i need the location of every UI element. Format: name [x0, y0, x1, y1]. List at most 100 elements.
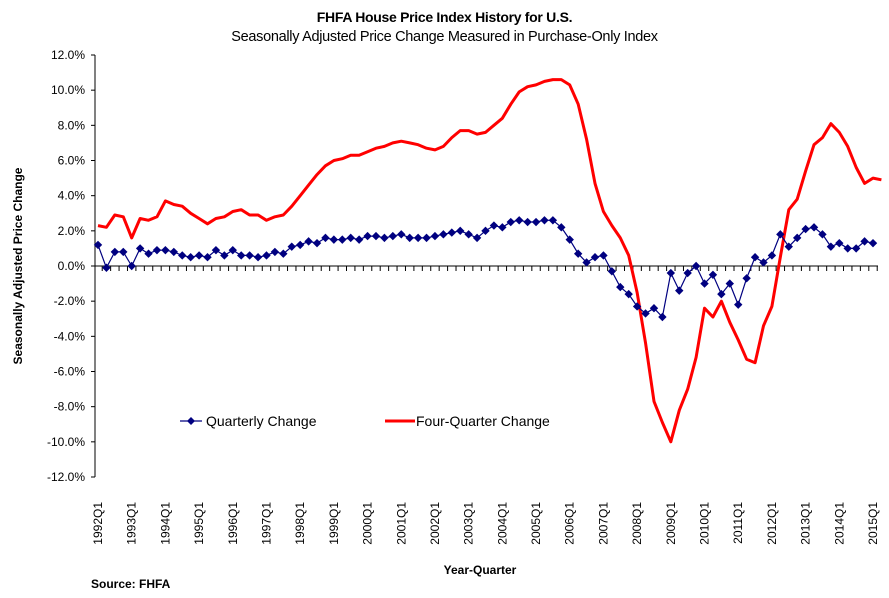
x-tick-label: 2004Q1	[495, 502, 509, 545]
x-tick-label: 2009Q1	[664, 502, 678, 545]
series-quarterly-point	[161, 245, 170, 255]
series-quarterly-point	[338, 235, 347, 244]
series-quarterly-point	[683, 268, 692, 278]
series-quarterly-point	[413, 233, 423, 243]
series-quarterly-point	[506, 217, 515, 227]
series-quarterly-point	[178, 251, 187, 260]
series-quarterly-point	[405, 233, 414, 243]
series-quarterly-point	[456, 226, 465, 236]
series-quarterly-point	[675, 286, 684, 295]
series-quarterly-point	[169, 247, 179, 257]
x-tick-label: 1999Q1	[327, 502, 341, 545]
chart-title: FHFA House Price Index History for U.S.	[316, 9, 573, 25]
series-quarterly-point	[616, 282, 625, 292]
series-quarterly-point	[734, 300, 743, 309]
series-quarterly-point	[818, 230, 827, 239]
series-quarterly-point	[422, 233, 431, 243]
series-quarterly-point	[295, 240, 305, 250]
series-quarterly-point	[860, 237, 869, 246]
series-quarterly-point	[439, 230, 448, 239]
series-quarterly-point	[321, 233, 330, 243]
series-quarterly-point	[582, 258, 591, 267]
series-quarterly-point	[262, 251, 271, 260]
legend-quarterly-label: Quarterly Change	[206, 413, 317, 429]
series-quarterly-point	[801, 224, 810, 234]
series-quarterly-point	[397, 230, 406, 239]
x-tick-label: 1996Q1	[226, 502, 240, 545]
series-quarterly-point	[691, 261, 701, 271]
series-quarterly-point	[750, 253, 760, 262]
legend-quarterly-marker	[187, 417, 195, 425]
series-quarterly-point	[826, 242, 836, 251]
y-tick-label: 0.0%	[58, 259, 86, 273]
legend-four-quarter-label: Four-Quarter Change	[416, 413, 550, 429]
series-quarterly-point	[792, 233, 802, 243]
chart-subtitle: Seasonally Adjusted Price Change Measure…	[231, 29, 658, 45]
x-tick-label: 1995Q1	[192, 502, 206, 545]
series-quarterly-point	[346, 233, 355, 243]
x-tick-label: 2013Q1	[799, 502, 813, 545]
x-tick-label: 2003Q1	[462, 502, 476, 545]
x-axis: 1992Q1 1993Q1 1994Q1 1995Q1 1996Q1 1997Q1 1998…	[91, 265, 880, 545]
series-quarterly-point	[464, 230, 473, 239]
series-quarterly-point	[540, 216, 549, 225]
x-tick-label: 2006Q1	[563, 502, 577, 545]
series-quarterly-point	[851, 244, 861, 253]
series-quarterly-point	[784, 242, 793, 251]
series-quarterly-point	[304, 237, 313, 246]
x-tick-label: 2007Q1	[596, 502, 610, 545]
legend-item-quarterly: Quarterly Change	[180, 413, 317, 429]
series-quarterly-point	[329, 235, 339, 244]
x-tick-label: 2001Q1	[394, 502, 408, 545]
y-tick-label: 2.0%	[58, 224, 86, 238]
series-quarterly-point	[110, 247, 120, 257]
series-quarterly-point	[194, 251, 204, 260]
y-tick-label: 10.0%	[51, 83, 85, 97]
series-quarterly-point	[607, 267, 617, 276]
series-quarterly-point	[776, 230, 785, 239]
y-tick-label: 8.0%	[58, 118, 86, 132]
series-quarterly-point	[557, 223, 566, 232]
series-four-quarter-line	[97, 78, 882, 444]
series-quarterly-point	[472, 233, 482, 243]
x-tick-label: 2000Q1	[361, 502, 375, 545]
series-quarterly-point	[809, 223, 819, 232]
series-quarterly-point	[287, 242, 296, 251]
series-quarterly-point	[186, 253, 195, 262]
x-tick-label: 2010Q1	[698, 502, 712, 545]
y-tick-label: 4.0%	[58, 189, 86, 203]
x-tick-label: 1997Q1	[259, 502, 273, 545]
source-note: Source: FHFA	[91, 577, 171, 591]
series-quarterly-point	[228, 245, 237, 255]
series-quarterly-point	[708, 270, 718, 279]
series-quarterly-point	[388, 231, 398, 241]
y-tick-label: -12.0%	[47, 470, 85, 484]
x-tick-label: 1993Q1	[125, 502, 139, 545]
series-quarterly-point	[767, 251, 777, 260]
y-tick-label: -4.0%	[54, 329, 86, 343]
series-quarterly-point	[599, 251, 608, 260]
series-quarterly-point	[489, 221, 499, 230]
series-quarterly-point	[573, 249, 583, 258]
series-quarterly-point	[498, 223, 507, 232]
y-tick-label: -10.0%	[47, 435, 85, 449]
series-quarterly-point	[632, 302, 642, 311]
series-quarterly-point	[565, 235, 574, 244]
series-quarterly-point	[641, 309, 650, 318]
series-quarterly-point	[649, 304, 659, 313]
series-quarterly-point	[523, 217, 532, 227]
x-tick-label: 2011Q1	[731, 502, 745, 544]
series-quarterly-point	[447, 228, 457, 237]
series-quarterly-point	[700, 279, 709, 288]
legend: Quarterly Change Four-Quarter Change	[180, 413, 550, 429]
y-tick-label: -6.0%	[54, 365, 86, 379]
series-quarterly-point	[93, 240, 103, 250]
y-tick-label: 12.0%	[51, 48, 85, 62]
y-axis-title: Seasonally Adjusted Price Change	[11, 167, 25, 364]
x-tick-label: 1994Q1	[158, 502, 172, 545]
series-quarterly-point	[843, 244, 852, 253]
series-quarterly-point	[658, 312, 667, 322]
series-quarterly-point	[514, 216, 524, 225]
x-tick-label: 1992Q1	[91, 502, 105, 545]
